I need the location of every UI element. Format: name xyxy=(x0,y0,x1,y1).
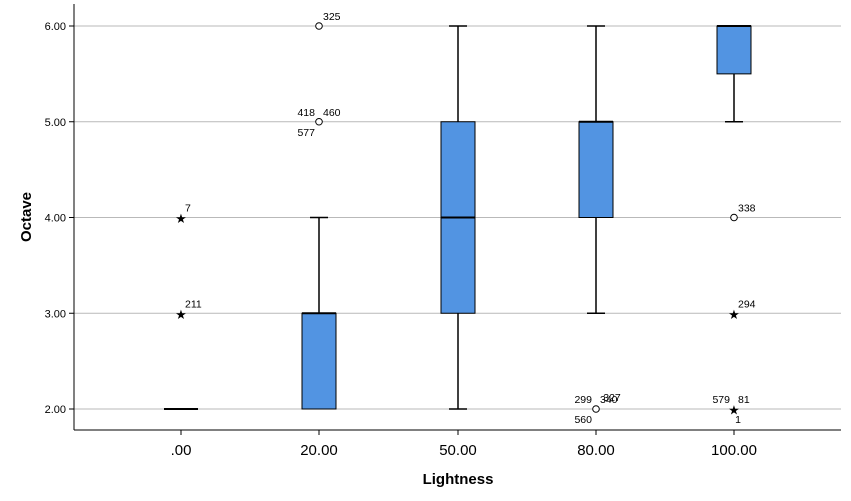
outlier-label: 211 xyxy=(185,298,202,310)
outlier-label: 325 xyxy=(323,11,341,23)
x-tick-label: 20.00 xyxy=(300,442,338,459)
outlier-1-1: 418 460 577 xyxy=(297,107,340,139)
outlier-label: 560 xyxy=(574,414,592,426)
y-tick-label: 4.00 xyxy=(45,213,66,225)
axes: 2.00 3.00 4.00 5.00 6.00 .00 20.00 50.00 80.00 10… xyxy=(45,4,841,459)
outlier-4-1: ★294 xyxy=(728,298,756,322)
x-axis-title: Lightness xyxy=(423,471,494,488)
outlier-circle xyxy=(315,22,323,30)
outlier-label: 577 xyxy=(297,127,315,139)
outlier-label: 340 xyxy=(600,394,618,406)
y-tick-label: 6.00 xyxy=(45,21,66,33)
outlier-circle xyxy=(315,117,323,126)
outlier-label: 338 xyxy=(738,203,756,215)
outlier-label: 7 xyxy=(185,203,191,215)
outlier-star: ★ xyxy=(728,307,740,322)
outlier-label: 299 xyxy=(574,394,592,406)
outlier-label: 327 xyxy=(603,392,621,404)
outlier-label: 579 xyxy=(712,394,730,406)
outlier-circle xyxy=(730,213,738,222)
outlier-star: ★ xyxy=(175,307,187,322)
x-tick-label: 100.00 xyxy=(711,442,757,459)
box-3 xyxy=(578,25,614,314)
y-axis-title: Octave xyxy=(18,192,35,242)
boxes xyxy=(164,25,752,410)
outlier-label: 418 xyxy=(297,107,315,119)
outlier-star: ★ xyxy=(175,211,187,226)
outlier-star: ★ xyxy=(728,403,740,418)
outlier-4-0: 338 xyxy=(730,203,756,222)
box-2 xyxy=(440,25,476,410)
outlier-1-0: 325 xyxy=(315,11,341,30)
outlier-circle xyxy=(592,405,600,413)
x-tick-label: .00 xyxy=(171,442,192,459)
x-tick-label: 50.00 xyxy=(439,442,477,459)
box-iqr xyxy=(716,25,752,75)
box-iqr xyxy=(301,312,337,410)
outlier-label: 1 xyxy=(735,414,741,426)
outlier-label: 294 xyxy=(738,298,756,310)
x-tick-label: 80.00 xyxy=(577,442,615,459)
y-tick-label: 3.00 xyxy=(45,308,66,320)
box-iqr xyxy=(578,121,614,218)
outlier-4-2: ★579 81 1 xyxy=(712,394,749,426)
box-4 xyxy=(716,25,752,123)
y-tick-label: 2.00 xyxy=(45,404,66,416)
outlier-label: 81 xyxy=(738,394,750,406)
outlier-0-1: ★211 xyxy=(175,298,202,322)
outlier-0-0: ★7 xyxy=(175,203,191,227)
y-tick-label: 5.00 xyxy=(45,117,66,129)
box-1 xyxy=(301,216,337,410)
outlier-label: 460 xyxy=(323,107,341,119)
